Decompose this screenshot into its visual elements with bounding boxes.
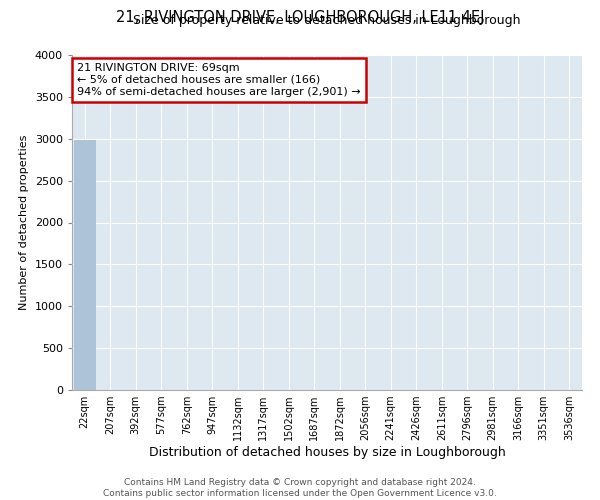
Text: 21 RIVINGTON DRIVE: 69sqm
← 5% of detached houses are smaller (166)
94% of semi-: 21 RIVINGTON DRIVE: 69sqm ← 5% of detach… [77,64,361,96]
Text: Contains HM Land Registry data © Crown copyright and database right 2024.
Contai: Contains HM Land Registry data © Crown c… [103,478,497,498]
Y-axis label: Number of detached properties: Number of detached properties [19,135,29,310]
X-axis label: Distribution of detached houses by size in Loughborough: Distribution of detached houses by size … [149,446,505,459]
Text: 21, RIVINGTON DRIVE, LOUGHBOROUGH, LE11 4EJ: 21, RIVINGTON DRIVE, LOUGHBOROUGH, LE11 … [116,10,484,25]
Title: Size of property relative to detached houses in Loughborough: Size of property relative to detached ho… [133,14,521,28]
Bar [74,140,95,390]
